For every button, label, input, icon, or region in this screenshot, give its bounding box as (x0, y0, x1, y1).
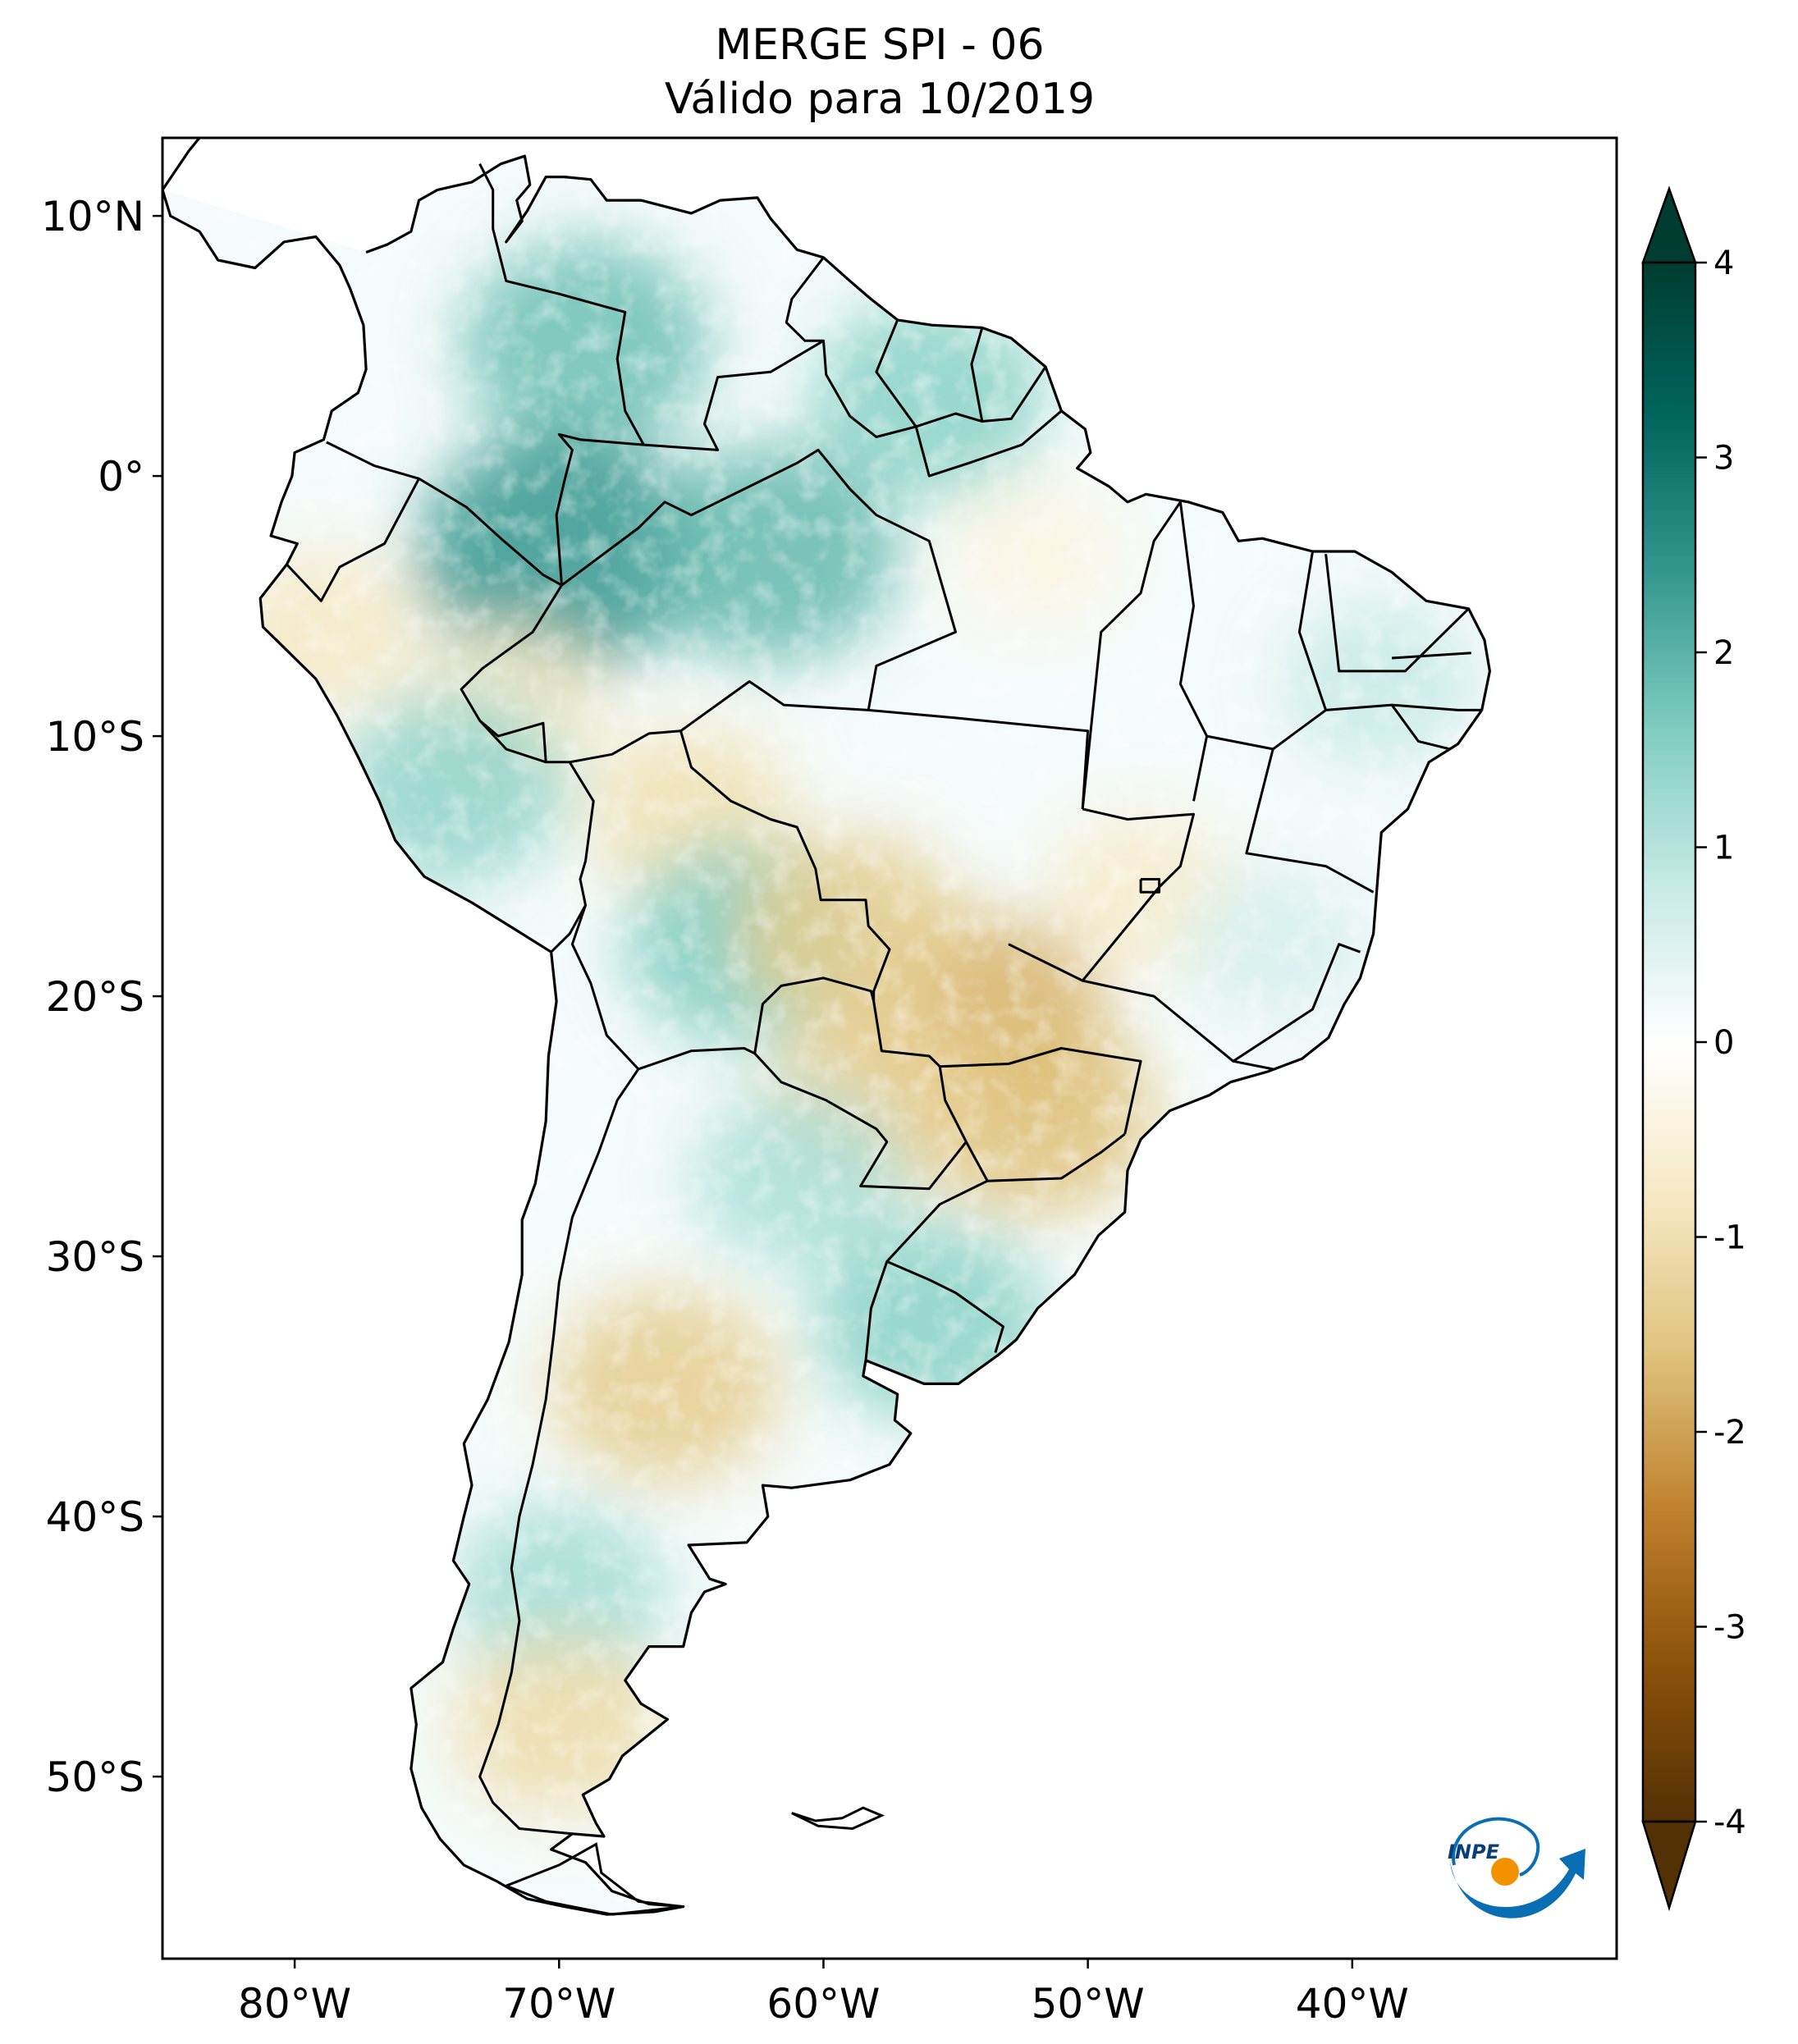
lat-tick-label: 40°S (46, 1493, 144, 1541)
border-line (753, 976, 968, 1143)
border-line (868, 708, 1090, 810)
border-line (478, 904, 640, 1836)
border-line (914, 409, 1063, 478)
colorbar-extend-min (1641, 1820, 1697, 1912)
lon-tick-label: 80°W (238, 1980, 351, 2028)
border-line (1245, 748, 1375, 894)
continent-coastline (161, 136, 1491, 1916)
border-line (478, 720, 547, 764)
border-line (987, 1132, 1126, 1182)
latitude-axis: 10°N 0° 10°S 20°S 30°S 40°S 50°S (41, 193, 162, 1801)
border-line (550, 761, 595, 953)
lon-tick-label: 60°W (766, 1980, 880, 2028)
map-title: MERGE SPI - 06 (715, 21, 1044, 70)
border-line (875, 319, 984, 428)
border-line (1081, 501, 1182, 810)
colorbar-ticks: 4 3 2 1 0 -1 -2 -3 -4 (1695, 245, 1746, 1841)
country-and-state-borders (286, 163, 1482, 1836)
border-line (1325, 703, 1482, 711)
lat-tick-label: 50°S (46, 1754, 144, 1801)
map-panel (161, 136, 1618, 1960)
logo-sun-icon (1491, 1858, 1519, 1886)
colorbar-tick-label: 2 (1713, 634, 1734, 672)
border-line (886, 1260, 1004, 1353)
lat-tick-label: 30°S (46, 1233, 144, 1281)
falkland-islands (502, 1806, 885, 1916)
border-line (478, 163, 645, 446)
colorbar-body (1641, 261, 1697, 1823)
border-line (286, 478, 420, 602)
colorbar-tick-label: -1 (1713, 1219, 1746, 1257)
colorbar-extend-max (1641, 185, 1697, 264)
lon-tick-label: 50°W (1032, 1980, 1145, 2028)
border-line (560, 448, 957, 711)
border-line (981, 366, 1047, 423)
lat-tick-label: 10°N (41, 193, 144, 240)
logo-swoosh-icon (1450, 1849, 1585, 1918)
border-line (679, 680, 869, 733)
lon-tick-label: 40°W (1296, 1980, 1409, 2028)
map-frame (161, 136, 1618, 1960)
longitude-axis: 80°W 70°W 60°W 50°W 40°W (238, 1959, 1409, 2028)
border-line (1390, 704, 1451, 751)
colorbar-tick-label: -2 (1713, 1414, 1746, 1452)
logo-text: INPE (1448, 1841, 1500, 1863)
logo-orbit-icon (1452, 1817, 1540, 1877)
border-line (569, 729, 891, 1002)
border-line (1082, 807, 1195, 982)
border-line (638, 1047, 968, 1191)
border-line (326, 441, 563, 587)
colorbar-tick-label: 3 (1713, 440, 1734, 478)
border-line (1324, 554, 1470, 673)
border-line (1232, 943, 1361, 1063)
map-subtitle: Válido para 10/2019 (665, 75, 1095, 124)
border-line (1178, 501, 1209, 802)
lat-tick-label: 0° (98, 453, 144, 501)
colorbar: 4 3 2 1 0 -1 -2 -3 -4 (1641, 185, 1746, 1912)
border-line (643, 340, 825, 451)
lon-tick-label: 70°W (502, 1980, 615, 2028)
colorbar-tick-label: 4 (1713, 245, 1734, 282)
border-line (940, 1047, 1142, 1135)
lat-tick-label: 10°S (46, 713, 144, 761)
colorbar-tick-label: 0 (1713, 1024, 1734, 1062)
border-line (864, 1141, 989, 1361)
lat-tick-label: 20°S (46, 973, 144, 1021)
colorbar-tick-label: 1 (1713, 830, 1734, 867)
colorbar-tick-label: -4 (1713, 1804, 1746, 1841)
colorbar-tick-label: -3 (1713, 1609, 1746, 1647)
border-line (1139, 878, 1161, 894)
border-line (1008, 943, 1274, 1071)
border-line (1392, 652, 1471, 660)
inpe-logo: INPE (1448, 1817, 1585, 1918)
border-line (555, 432, 644, 586)
